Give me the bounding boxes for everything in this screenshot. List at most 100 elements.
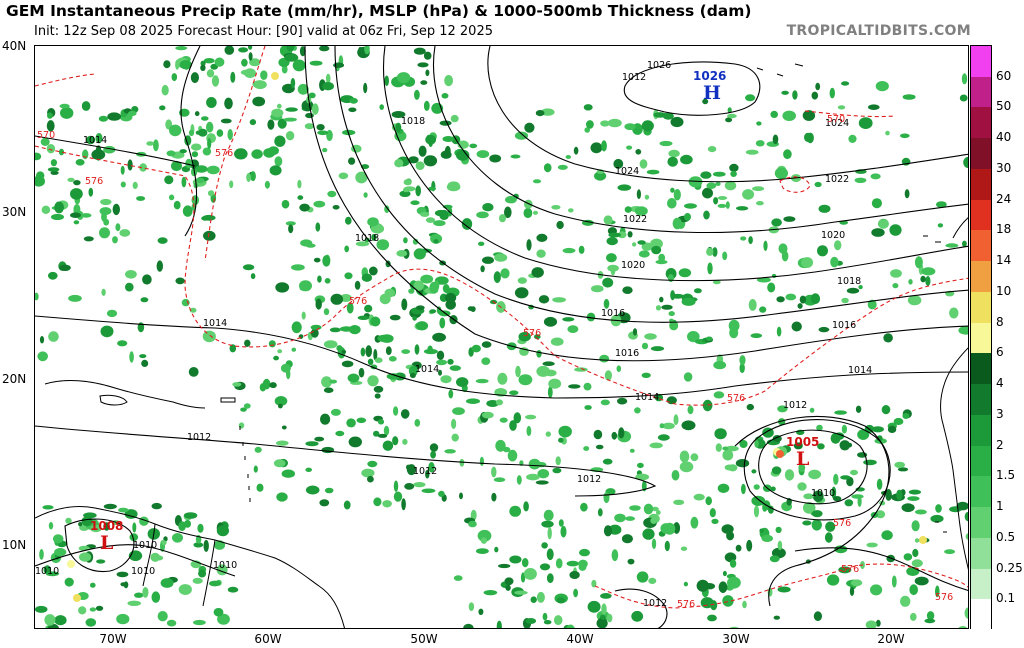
precip-cell [250,171,256,182]
precip-cell [712,280,721,285]
precip-cell [600,399,610,406]
precip-cell [533,210,538,215]
precip-cell [717,203,727,208]
precip-cell [281,469,295,478]
precip-cell [655,305,662,311]
precip-cell [451,433,459,442]
precip-cell [566,560,579,567]
precip-cell [402,438,408,445]
precip-cell [759,528,764,533]
precip-cell [68,294,82,302]
precip-cell [543,163,552,173]
weather-map[interactable]: 1026 1024 1024 1022 1022 1020 1020 1018 1018 1018… [34,45,969,629]
precip-cell [382,440,394,451]
precip-cell [660,523,673,534]
precip-cell [413,280,425,291]
precip-cell [100,198,112,206]
precip-layer [35,46,968,628]
precip-cell [578,563,587,571]
precip-cell [206,165,220,175]
precip-cell [775,526,782,534]
precip-cell [854,177,867,183]
precip-cell [35,152,42,161]
precip-cell [156,260,163,272]
precip-cell [550,337,564,346]
precip-cell [305,441,319,447]
precip-cell [812,490,824,502]
precip-cell [80,213,92,218]
precip-cell [188,129,195,136]
precip-cell [70,188,83,200]
precip-cell [684,203,697,209]
precip-cell [79,552,92,562]
low-pressure-symbol: L [796,448,809,470]
precip-cell [514,590,528,595]
precip-cell [958,626,968,628]
precip-cell [373,497,382,507]
precip-cell [832,496,842,502]
precip-cell [217,613,230,625]
precip-cell [590,142,603,154]
colorbar-segment [971,168,991,201]
precip-cell [555,456,561,466]
precip-cell [277,103,282,109]
colorbar-tick-label: 30 [996,160,1012,175]
precip-cell [214,57,225,67]
precip-cell [792,90,798,100]
precip-cell [50,170,59,175]
precip-cell [666,396,677,405]
precip-cell [607,118,622,128]
thickness-lines [35,46,968,609]
brand-watermark[interactable]: TROPICALTIDBITS.COM [786,23,971,39]
precip-cell [82,149,89,160]
precip-cell [655,259,668,265]
precip-cell [727,113,737,119]
thickness-label: 570 [827,114,845,125]
lon-label-40w: 40W [566,632,594,646]
precip-cell [151,591,161,603]
precip-cell [557,164,568,170]
precip-cell [851,494,864,499]
precip-cell [209,580,221,587]
precip-cell [936,201,947,208]
precip-cell [897,467,909,472]
precip-cell [667,156,678,167]
precip-cell [562,317,575,322]
precip-cell [197,523,204,533]
precip-cell [661,304,673,310]
precip-cell [863,459,877,466]
precip-cell [321,376,332,388]
precip-cell [885,489,892,501]
precip-cell [523,568,537,580]
isobar-1010-sa [35,544,236,577]
precip-cell [285,107,298,112]
isobar-label: 1018 [355,233,379,244]
precip-cell [541,542,548,549]
precip-cell [926,611,935,621]
precip-cell [730,170,737,177]
coast-hispaniola [99,394,128,406]
precip-cell [702,399,713,412]
low-pressure-value: 1008 [90,519,123,533]
precip-cell [681,420,696,431]
precip-cell [447,358,454,365]
precip-cell [624,206,632,213]
precip-cell [367,358,374,365]
precip-cell [163,60,171,69]
precip-cell [413,47,426,55]
precip-cell [415,185,422,197]
precip-cell [338,172,349,180]
precip-cell [322,82,334,91]
precip-cell [543,316,558,327]
precip-cell [276,492,288,502]
thickness-576-main [35,145,968,406]
precip-cell [396,250,408,257]
precip-cell [773,615,780,620]
precip-cell [578,245,585,254]
precip-cell [169,124,182,137]
precip-cell [718,581,728,593]
precip-cell [373,430,380,437]
precip-cell [47,112,53,119]
precip-cell [659,296,664,303]
precip-cell [323,308,330,316]
